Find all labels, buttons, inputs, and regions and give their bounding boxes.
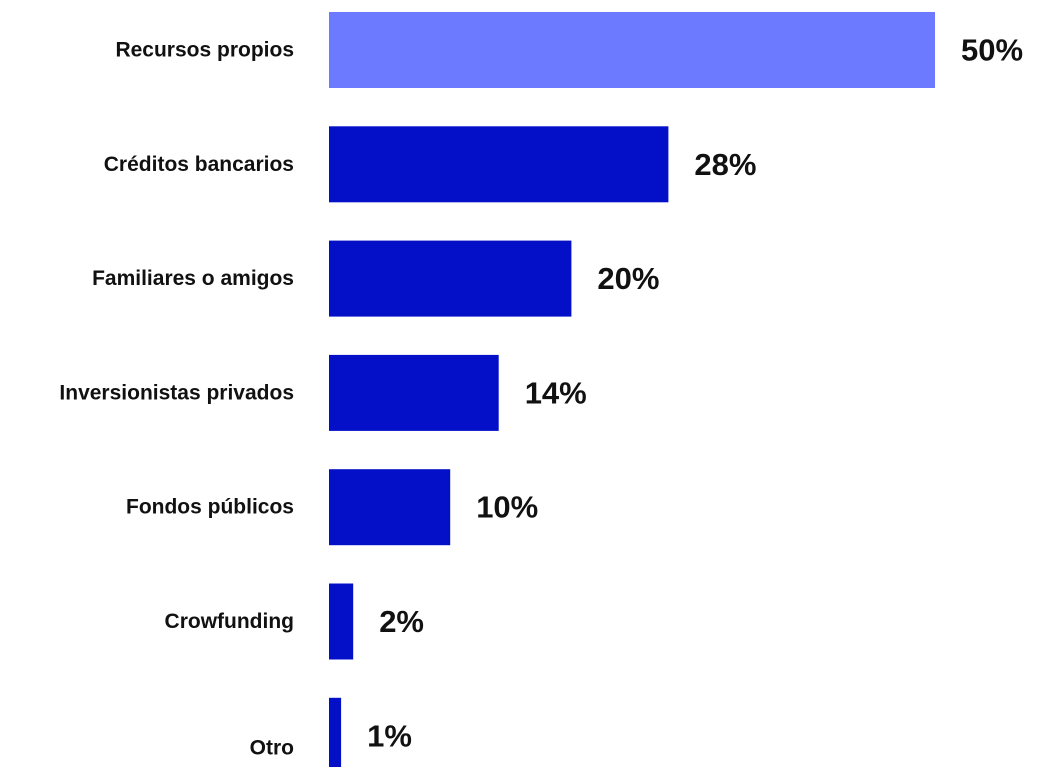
category-label: Recursos propios — [115, 39, 294, 62]
category-label: Fondos públicos — [126, 496, 294, 519]
value-label: 2% — [379, 604, 424, 639]
bar-4 — [329, 355, 499, 431]
value-label: 50% — [961, 33, 1023, 68]
category-labels: Recursos propios Créditos bancarios Famili… — [59, 39, 294, 760]
value-label: 20% — [597, 261, 659, 296]
value-label: 10% — [476, 490, 538, 525]
value-label: 14% — [525, 375, 587, 410]
bar-3 — [329, 241, 571, 317]
bar-6 — [329, 584, 353, 660]
category-label: Crowfunding — [165, 610, 294, 633]
bar-2 — [329, 126, 668, 202]
category-label: Créditos bancarios — [104, 153, 294, 176]
category-label: Inversionistas privados — [59, 381, 294, 404]
category-label: Familiares o amigos — [92, 267, 294, 290]
value-label: 28% — [694, 147, 756, 182]
bar-5 — [329, 469, 450, 545]
category-label: Otro — [250, 736, 294, 759]
bar-1 — [329, 12, 935, 88]
bar-7 — [329, 698, 341, 767]
value-label: 1% — [367, 718, 412, 753]
bars-layer — [329, 12, 935, 767]
